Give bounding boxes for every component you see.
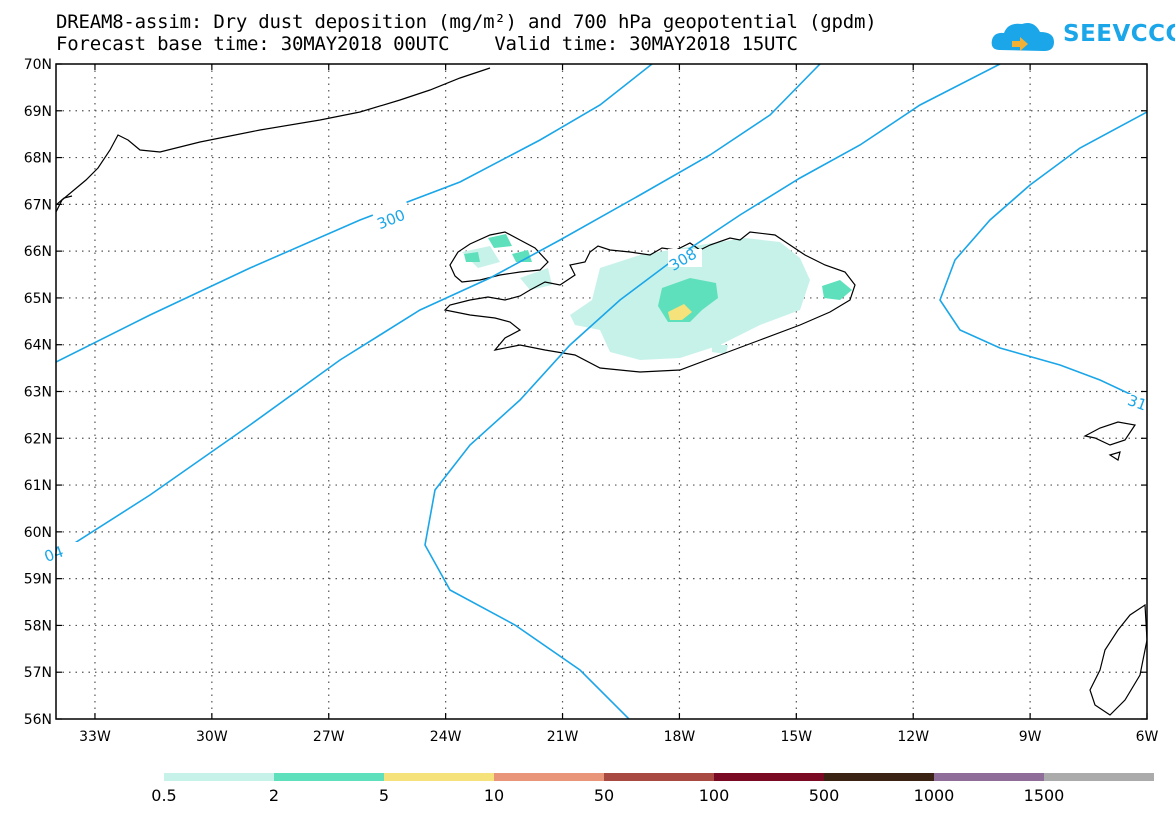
legend-label: 10 — [483, 786, 505, 805]
legend-label: 2 — [268, 786, 280, 805]
contour-labels: 300 04 308 31 — [42, 196, 1150, 566]
dust-deposition-shading — [462, 234, 852, 360]
lon-label: 15W — [780, 729, 812, 745]
lon-label: 33W — [79, 729, 111, 745]
lat-label: 67N — [24, 197, 52, 213]
axis-ticks: 70N 69N 68N 67N 66N 65N 64N 63N 62N 61N 60N 59N 58N 5… — [24, 57, 1159, 745]
lat-label: 57N — [24, 665, 52, 681]
legend-swatch — [934, 773, 1044, 781]
lat-label: 69N — [24, 104, 52, 120]
lon-label: 6W — [1136, 729, 1159, 745]
lon-label: 12W — [897, 729, 929, 745]
lat-label: 61N — [24, 478, 52, 494]
legend-swatch — [604, 773, 714, 781]
forecast-times: Forecast base time: 30MAY2018 00UTC Vali… — [56, 33, 798, 55]
legend-swatch — [274, 773, 384, 781]
legend-swatch — [714, 773, 824, 781]
lat-label: 58N — [24, 618, 52, 634]
lat-label: 60N — [24, 525, 52, 541]
lon-label: 18W — [664, 729, 696, 745]
legend-label: 5 — [378, 786, 390, 805]
cloud-icon — [991, 23, 1054, 51]
legend-swatch — [384, 773, 494, 781]
legend-label: 0.5 — [151, 786, 177, 805]
legend-swatch — [824, 773, 934, 781]
lat-label: 59N — [24, 572, 52, 588]
lat-label: 64N — [24, 338, 52, 354]
lat-label: 62N — [24, 431, 52, 447]
lon-label: 30W — [196, 729, 228, 745]
legend-swatch — [1044, 773, 1154, 781]
lat-label: 65N — [24, 291, 52, 307]
lat-label: 56N — [24, 712, 52, 728]
lon-label: 9W — [1019, 729, 1042, 745]
contour-label-31: 31 — [1125, 391, 1149, 414]
logo-text: SEEVCCC — [1063, 21, 1175, 47]
lat-label: 70N — [24, 57, 52, 73]
lat-label: 66N — [24, 244, 52, 260]
legend-label: 50 — [593, 786, 615, 805]
legend-label: 500 — [808, 786, 840, 805]
lon-label: 21W — [547, 729, 579, 745]
lon-label: 27W — [313, 729, 345, 745]
lat-label: 63N — [24, 385, 52, 401]
contour-label-304: 04 — [42, 542, 66, 565]
legend-swatch — [494, 773, 604, 781]
legend-label: 1000 — [913, 786, 955, 805]
graticule — [56, 64, 1147, 719]
lon-label: 24W — [430, 729, 462, 745]
legend-label: 100 — [698, 786, 730, 805]
legend-label: 1500 — [1023, 786, 1065, 805]
lat-label: 68N — [24, 151, 52, 167]
map-title: DREAM8-assim: Dry dust deposition (mg/m²… — [56, 11, 877, 33]
geopotential-contours — [56, 64, 1147, 719]
legend-swatch — [164, 773, 274, 781]
